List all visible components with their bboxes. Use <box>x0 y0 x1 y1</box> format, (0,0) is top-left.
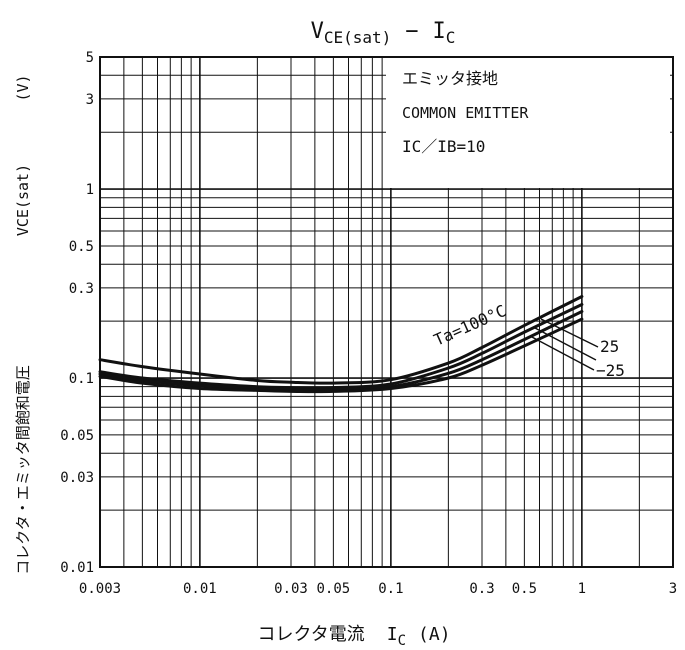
y-tick-label: 0.3 <box>69 281 94 297</box>
annotation-common-emitter: COMMON EMITTER <box>402 104 529 122</box>
curve-label-minus25: −25 <box>596 361 625 380</box>
title-i: I <box>433 19 446 44</box>
x-tick-label: 0.03 <box>274 581 308 597</box>
y-tick-label: 0.05 <box>60 428 94 444</box>
series-line-2 <box>98 310 584 392</box>
y-axis-label: コレクタ・エミッタ間飽和電圧 VCE(sat) (V) <box>14 74 32 574</box>
y-axis-label-text: コレクタ・エミッタ間飽和電圧 <box>14 365 32 574</box>
title-i-sub: C <box>446 28 456 47</box>
x-tick-label: 0.3 <box>469 581 494 597</box>
x-tick-label: 0.1 <box>378 581 403 597</box>
annotation-ic-ib: IC／IB=10 <box>402 137 485 156</box>
y-tick-label: 0.1 <box>69 371 94 387</box>
y-tick-label: 5 <box>86 50 94 66</box>
title-v-sub: CE(sat) <box>324 28 391 47</box>
y-tick-label: 1 <box>86 182 94 198</box>
x-tick-label: 0.5 <box>512 581 537 597</box>
chart-title: VCE(sat) − IC <box>311 19 456 47</box>
annotation-emitter-jp: エミッタ接地 <box>402 69 498 88</box>
leader-line-mid <box>534 327 597 361</box>
x-tick-label: 0.05 <box>317 581 351 597</box>
y-tick-label: 0.01 <box>60 560 94 576</box>
y-tick-label: 0.5 <box>69 239 94 255</box>
x-tick-label: 1 <box>578 581 586 597</box>
y-axis-label-unit: (V) <box>14 74 32 101</box>
tick-labels: 0.003 0.01 0.03 0.05 0.1 0.3 0.5 1 3 0.01 0.03 0.05… <box>60 50 677 597</box>
annotation-box: エミッタ接地 COMMON EMITTER IC／IB=10 <box>386 58 670 188</box>
title-v: V <box>311 19 324 44</box>
plot-frame <box>99 56 674 568</box>
y-tick-label: 3 <box>86 92 94 108</box>
x-axis-label-symbol: I <box>387 624 398 645</box>
series-line-1 <box>98 303 584 390</box>
y-tick-label: 0.03 <box>60 470 94 486</box>
x-axis-label-unit: (A) <box>418 624 451 645</box>
series-line-3 <box>98 317 584 394</box>
x-tick-label: 0.01 <box>183 581 217 597</box>
curve-label-100c: Ta=100°C <box>431 301 509 350</box>
title-dash: − <box>405 19 418 44</box>
series-line-0 <box>98 295 584 385</box>
x-axis-label: コレクタ電流 IC (A) <box>257 624 450 649</box>
leader-line-minus25 <box>529 335 595 371</box>
x-tick-label: 3 <box>669 581 677 597</box>
y-axis-label-symbol: VCE(sat) <box>14 164 32 236</box>
annotation-background <box>386 58 670 188</box>
curve-label-25: 25 <box>600 337 619 356</box>
leader-line-25 <box>540 318 599 348</box>
x-axis-label-sub: C <box>398 633 406 649</box>
x-axis-label-text: コレクタ電流 <box>257 624 364 645</box>
curves <box>98 295 584 394</box>
x-tick-label: 0.003 <box>79 581 121 597</box>
